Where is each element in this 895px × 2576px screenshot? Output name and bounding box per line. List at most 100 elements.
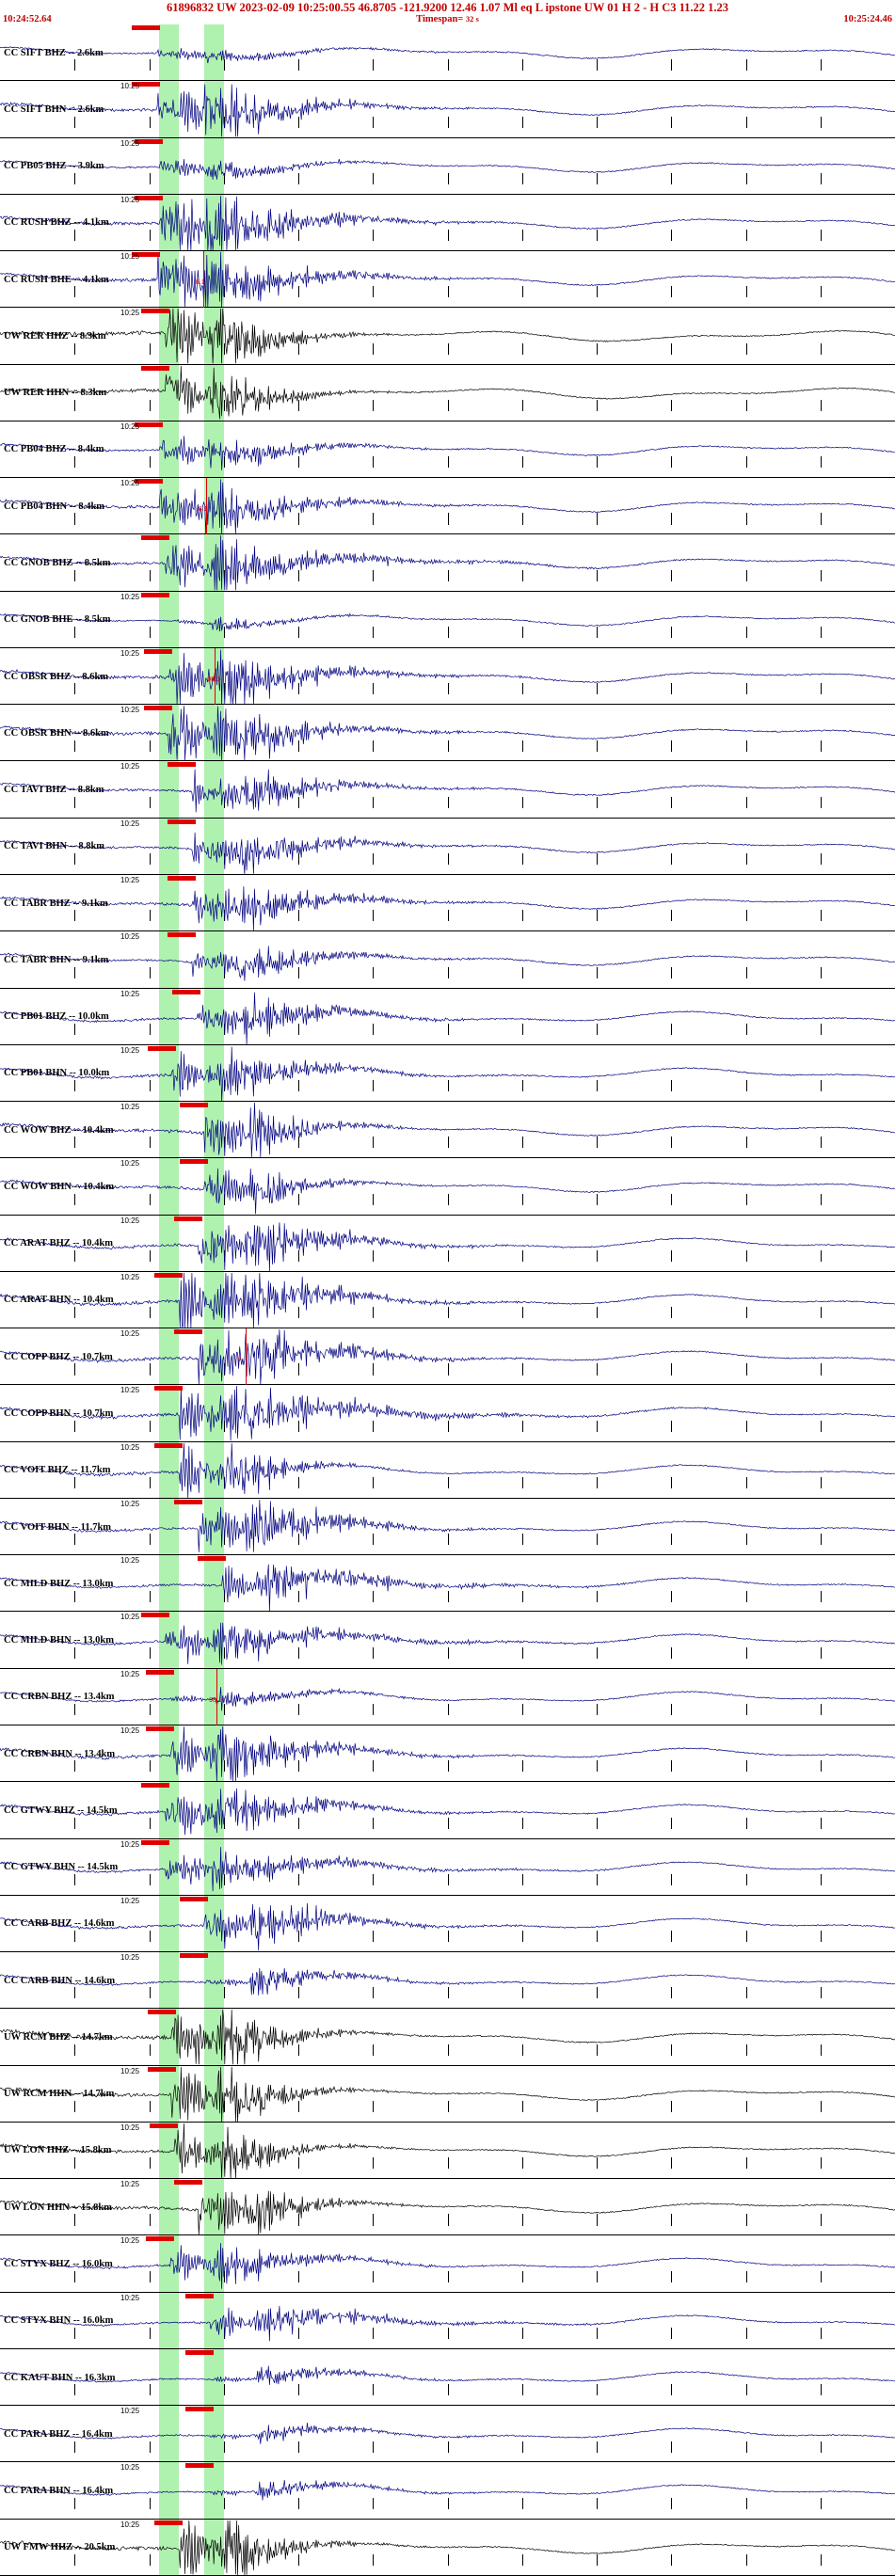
pick-marker[interactable]: [179, 1896, 208, 1901]
pick-marker[interactable]: [154, 1386, 184, 1391]
trace-row[interactable]: CC PB01 BHZ -- 10.0km 10:25: [0, 988, 895, 1045]
trace-row[interactable]: UW RER HHZ -- 8.3km 10:25: [0, 308, 895, 365]
pick-marker[interactable]: [185, 2407, 215, 2412]
pick-marker[interactable]: [140, 592, 169, 597]
trace-row[interactable]: CC MILD BHZ -- 13.0km 10:25: [0, 1555, 895, 1613]
pick-marker[interactable]: [168, 762, 197, 768]
pick-marker[interactable]: [140, 309, 169, 314]
trace-row[interactable]: CC GNOB BHZ -- 8.5km: [0, 534, 895, 592]
pick-marker[interactable]: [135, 195, 164, 200]
trace-row[interactable]: UW RCM BHZ -- 14.7km: [0, 2009, 895, 2066]
trace-row[interactable]: UW FMW HHZ -- 20.5km 10:25: [0, 2519, 895, 2576]
trace-row[interactable]: CC PB04 BHZ -- 8.4km 10:25: [0, 421, 895, 479]
pick-marker[interactable]: [174, 1499, 203, 1504]
trace-row[interactable]: CC ARAT BHN -- 10.4km 10:25: [0, 1271, 895, 1329]
trace-row[interactable]: 8.1 CC PB04 BHN -- 8.4km 10:25: [0, 478, 895, 535]
arrival-band-2: [203, 705, 224, 761]
trace-label: UW RER HHN -- 8.3km: [4, 388, 107, 399]
pick-marker[interactable]: [147, 2010, 176, 2015]
pick-marker[interactable]: [185, 2463, 215, 2469]
trace-row[interactable]: CC KAUT BHN -- 16.3km: [0, 2348, 895, 2407]
pick-marker[interactable]: [140, 1613, 169, 1618]
waveform: [0, 706, 895, 761]
arrival-band-2: [203, 818, 224, 874]
trace-row[interactable]: 98.1 CC CRBN BHZ -- 13.4km 10:25: [0, 1668, 895, 1725]
pick-marker[interactable]: [147, 1045, 176, 1051]
trace-row[interactable]: CC SIFT BHN -- 2.6km 10:25: [0, 81, 895, 138]
trace-row[interactable]: CC CRBN BHN -- 13.4km 10:25: [0, 1725, 895, 1783]
pick-marker[interactable]: [140, 365, 169, 371]
pick-marker[interactable]: [140, 535, 169, 541]
trace-row[interactable]: UW RCM HHN -- 14.7km 10:25: [0, 2065, 895, 2123]
pick-marker[interactable]: [179, 1159, 208, 1165]
trace-row[interactable]: CC MILD BHN -- 13.0km 10:25: [0, 1612, 895, 1669]
time-label: 10:25: [120, 1839, 140, 1849]
time-label: 10:25: [120, 138, 140, 148]
trace-row[interactable]: CC TABR BHZ -- 9.1km 10:25: [0, 874, 895, 932]
pick-marker[interactable]: [185, 2293, 215, 2298]
trace-row[interactable]: 98.5 CC OBSR BHZ -- 8.6km 10:25: [0, 647, 895, 706]
trace-row[interactable]: CC SIFT BHZ -- 2.6km: [0, 24, 895, 82]
pick-marker[interactable]: [174, 1329, 203, 1335]
pick-marker[interactable]: [140, 1783, 169, 1789]
pick-marker[interactable]: [145, 2236, 174, 2242]
pick-marker[interactable]: [145, 1669, 174, 1675]
pick-marker[interactable]: [132, 82, 161, 87]
pick-marker[interactable]: [179, 1103, 208, 1108]
trace-stack[interactable]: CC SIFT BHZ -- 2.6km CC SIFT BHN -- 2.6km…: [0, 24, 895, 2576]
trace-row[interactable]: CC GTWY BHN -- 14.5km 10:25: [0, 1838, 895, 1896]
trace-row[interactable]: UW RER HHN -- 8.3km: [0, 364, 895, 421]
trace-row[interactable]: CC WOW BHZ -- 10.4km 10:25: [0, 1102, 895, 1159]
arrival-band-2: [203, 1612, 224, 1668]
pick-marker[interactable]: [154, 1442, 184, 1448]
trace-row[interactable]: CC GTWY BHZ -- 14.5km: [0, 1782, 895, 1839]
pick-marker[interactable]: [140, 1839, 169, 1845]
pick-marker[interactable]: [145, 1725, 174, 1731]
pick-marker[interactable]: [147, 2066, 176, 2072]
pick-line: [216, 1668, 218, 1725]
trace-row[interactable]: CC PB05 BHZ -- 3.9km 10:25: [0, 137, 895, 195]
pick-marker[interactable]: [185, 2349, 215, 2355]
pick-marker[interactable]: [168, 932, 197, 938]
pick-marker[interactable]: [143, 648, 172, 654]
pick-marker[interactable]: [143, 706, 172, 711]
trace-row[interactable]: CC OBSR BHN -- 8.6km 10:25: [0, 705, 895, 762]
trace-row[interactable]: CC RUSH BHZ -- 4.1km 10:25: [0, 194, 895, 252]
pick-marker[interactable]: [168, 819, 197, 824]
pick-marker[interactable]: [135, 421, 164, 427]
pick-marker[interactable]: [132, 25, 161, 30]
trace-row[interactable]: CC CARB BHZ -- 14.6km 10:25: [0, 1895, 895, 1953]
trace-row[interactable]: CC TABR BHN -- 9.1km 10:25: [0, 931, 895, 989]
trace-row[interactable]: CC CARB BHN -- 14.6km 10:25: [0, 1952, 895, 2010]
pick-marker[interactable]: [174, 2180, 203, 2186]
arrival-band-1: [159, 1782, 180, 1838]
trace-row[interactable]: CC GNOB BHE -- 8.5km 10:25: [0, 591, 895, 648]
trace-row[interactable]: CC VOIT BHZ -- 11.7km 10:25: [0, 1441, 895, 1499]
trace-row[interactable]: CC STYX BHZ -- 16.0km 10:25: [0, 2235, 895, 2293]
trace-row[interactable]: CC TAVI BHN -- 8.8km 10:25: [0, 818, 895, 875]
pick-marker[interactable]: [172, 989, 201, 994]
trace-row[interactable]: 8.1 CC RUSH BHE -- 4.1km 10:25: [0, 251, 895, 309]
pick-marker[interactable]: [197, 1556, 226, 1562]
trace-row[interactable]: CC PARA BHN -- 16.4km 10:25: [0, 2462, 895, 2520]
trace-row[interactable]: CC ARAT BHZ -- 10.4km 10:25: [0, 1215, 895, 1272]
pick-marker[interactable]: [135, 479, 164, 485]
pick-marker[interactable]: [174, 1216, 203, 1221]
trace-row[interactable]: v CC COPP BHZ -- 10.7km 10:25: [0, 1328, 895, 1386]
pick-marker[interactable]: [135, 138, 164, 144]
trace-row[interactable]: CC WOW BHN -- 10.4km 10:25: [0, 1158, 895, 1216]
trace-row[interactable]: CC COPP BHN -- 10.7km 10:25: [0, 1385, 895, 1442]
pick-marker[interactable]: [179, 1953, 208, 1959]
pick-marker[interactable]: [154, 2520, 184, 2525]
trace-row[interactable]: CC PB01 BHN -- 10.0km 10:25: [0, 1044, 895, 1103]
pick-marker[interactable]: [132, 252, 161, 258]
trace-row[interactable]: CC PARA BHZ -- 16.4km 10:25: [0, 2406, 895, 2463]
pick-marker[interactable]: [154, 1272, 184, 1278]
trace-row[interactable]: UW LON HHZ -- 15.8km 10:25: [0, 2122, 895, 2180]
trace-row[interactable]: CC VOIT BHN -- 11.7km 10:25: [0, 1498, 895, 1556]
trace-row[interactable]: CC TAVI BHZ -- 8.8km 10:25: [0, 761, 895, 819]
pick-marker[interactable]: [150, 2123, 179, 2128]
pick-marker[interactable]: [168, 875, 197, 881]
trace-row[interactable]: UW LON HHN -- 15.8km 10:25: [0, 2179, 895, 2236]
trace-row[interactable]: CC STYX BHN -- 16.0km 10:25: [0, 2292, 895, 2349]
